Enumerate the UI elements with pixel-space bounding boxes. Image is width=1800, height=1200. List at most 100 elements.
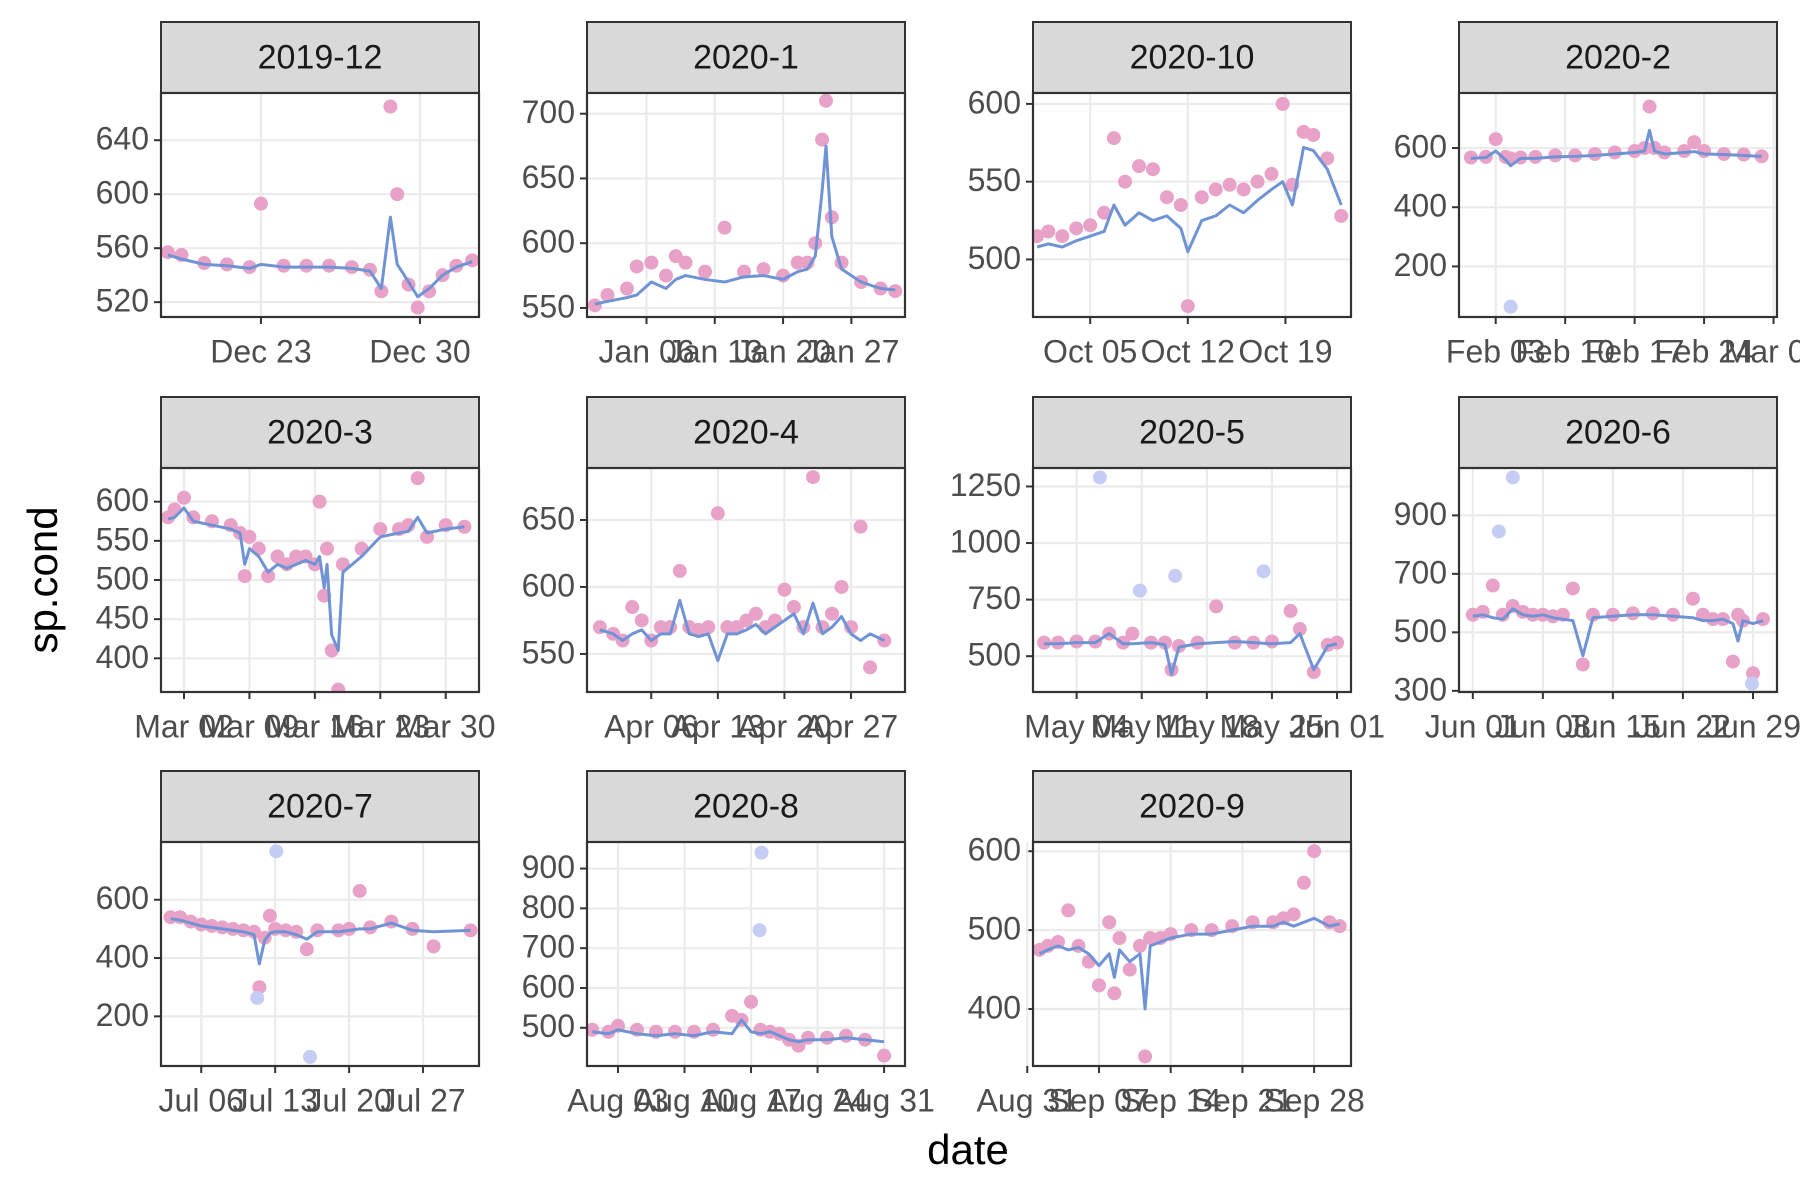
- x-tick-label: Mar 09: [200, 708, 300, 744]
- facet-title: 2020-8: [693, 787, 799, 825]
- facet-title: 2020-4: [693, 413, 799, 451]
- data-point: [312, 494, 327, 509]
- x-tick-label: Jul 13: [232, 1082, 317, 1118]
- data-point: [863, 660, 878, 675]
- x-tick-label: Aug 03: [567, 1082, 668, 1118]
- plot-area: [163, 844, 478, 1064]
- x-tick-label: Jun 15: [1565, 708, 1661, 744]
- y-tick-label: 450: [96, 600, 149, 636]
- panel-border: [585, 91, 907, 319]
- data-point: [1222, 177, 1237, 192]
- data-point: [1037, 635, 1052, 650]
- data-point: [888, 284, 903, 299]
- facet-title: 2020-3: [267, 413, 373, 451]
- y-tick-label: 400: [96, 938, 149, 974]
- y-tick-label: 200: [96, 997, 149, 1033]
- strip: [586, 770, 906, 843]
- plot-area: [161, 471, 472, 692]
- data-point: [1180, 299, 1195, 314]
- data-point: [1157, 635, 1172, 650]
- strip: [1032, 770, 1352, 843]
- series-line: [1470, 128, 1762, 168]
- data-point: [1488, 132, 1503, 147]
- data-point: [825, 606, 840, 621]
- data-point: [1112, 931, 1127, 946]
- y-tick-label: 500: [968, 911, 1021, 947]
- data-point: [1642, 99, 1657, 114]
- x-tick-label: Aug 31: [977, 1082, 1078, 1118]
- panel-border: [1031, 840, 1353, 1068]
- data-point: [1503, 299, 1518, 314]
- series-line: [167, 215, 473, 299]
- data-point: [1745, 666, 1760, 681]
- x-tick-label: Mar 30: [396, 708, 496, 744]
- data-point: [839, 1028, 854, 1043]
- data-point: [710, 506, 725, 521]
- x-tick-label: Mar 16: [265, 708, 365, 744]
- data-point: [815, 132, 830, 147]
- x-tick-label: May 11: [1090, 708, 1193, 744]
- data-point: [600, 287, 615, 302]
- series-line: [167, 506, 465, 652]
- data-point: [619, 281, 634, 296]
- plot-area: [1465, 470, 1770, 691]
- y-tick-label: 560: [96, 229, 149, 265]
- series-line: [594, 144, 896, 306]
- data-point: [1485, 578, 1500, 593]
- data-point: [625, 600, 640, 615]
- data-point: [1685, 591, 1700, 606]
- data-point: [1250, 174, 1265, 189]
- y-tick-label: 640: [96, 121, 149, 157]
- data-point: [1491, 524, 1506, 539]
- x-tick-label: Jan 20: [735, 333, 831, 369]
- x-tick-label: Oct 12: [1141, 333, 1235, 369]
- data-point: [1330, 635, 1345, 650]
- panel-background: [1459, 93, 1777, 317]
- data-point: [1565, 581, 1580, 596]
- data-point: [242, 529, 257, 544]
- y-tick-label: 400: [968, 989, 1021, 1025]
- x-tick-label: Jun 29: [1705, 708, 1800, 744]
- data-point: [269, 844, 284, 859]
- data-point: [1132, 583, 1147, 598]
- data-point: [1097, 205, 1112, 220]
- data-point: [668, 1024, 683, 1039]
- panel-border: [159, 840, 481, 1068]
- strip: [586, 21, 906, 94]
- data-point: [748, 606, 763, 621]
- data-point: [1236, 182, 1251, 197]
- data-point: [1286, 907, 1301, 922]
- data-point: [1697, 143, 1712, 158]
- data-point: [1209, 599, 1224, 614]
- data-point: [587, 298, 602, 313]
- data-point: [1208, 182, 1223, 197]
- data-point: [250, 990, 265, 1005]
- x-tick-label: Oct 19: [1238, 333, 1332, 369]
- y-tick-label: 500: [96, 560, 149, 596]
- y-tick-label: 600: [1394, 128, 1447, 164]
- data-point: [1334, 208, 1349, 223]
- x-tick-label: Aug 31: [833, 1082, 934, 1118]
- x-tick-label: Jan 06: [598, 333, 694, 369]
- x-tick-label: Feb 17: [1585, 333, 1685, 369]
- y-tick-label: 700: [1394, 554, 1447, 590]
- data-point: [1132, 159, 1146, 174]
- y-tick-label: 600: [96, 482, 149, 518]
- data-point: [1744, 676, 1759, 691]
- data-point: [701, 620, 716, 635]
- data-point: [352, 883, 367, 898]
- data-point: [426, 939, 441, 954]
- data-point: [801, 1030, 816, 1045]
- data-point: [754, 845, 769, 860]
- y-tick-label: 600: [96, 880, 149, 916]
- facet-title: 2020-5: [1139, 413, 1245, 451]
- data-point: [717, 220, 732, 235]
- data-point: [1296, 875, 1311, 890]
- strip: [160, 396, 480, 469]
- data-point: [1725, 654, 1740, 669]
